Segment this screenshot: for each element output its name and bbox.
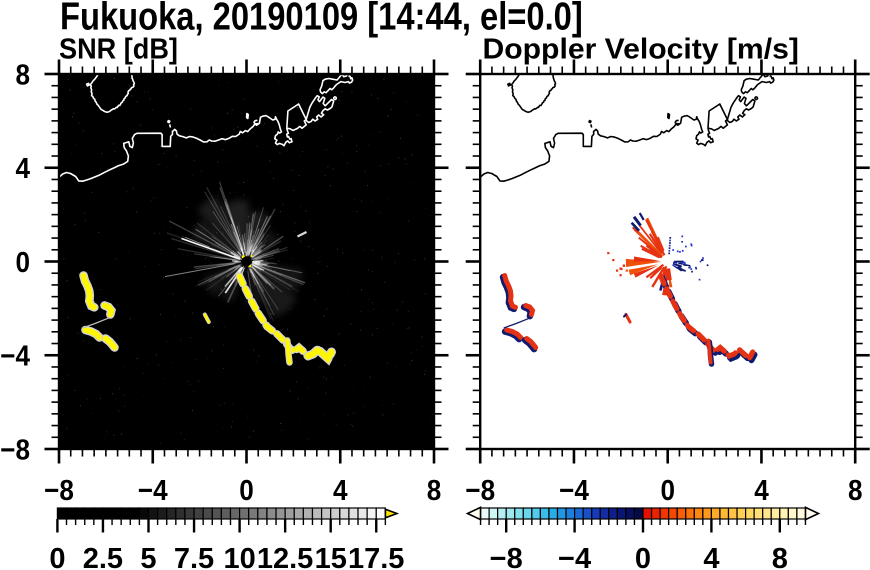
svg-text:Fukuoka, 20190109 [14:44, el=0: Fukuoka, 20190109 [14:44, el=0.0] (60, 0, 583, 38)
svg-text:10: 10 (223, 543, 255, 570)
svg-text:−8: −8 (490, 543, 523, 570)
svg-text:−8: −8 (44, 474, 74, 507)
svg-text:4: 4 (703, 543, 719, 570)
svg-text:−4: −4 (138, 474, 168, 507)
svg-text:8: 8 (848, 474, 863, 507)
svg-text:15: 15 (315, 543, 347, 570)
svg-text:0: 0 (15, 246, 30, 279)
svg-text:4: 4 (333, 474, 348, 507)
svg-text:4: 4 (15, 152, 30, 185)
svg-text:7.5: 7.5 (174, 543, 214, 570)
svg-text:−4: −4 (558, 543, 591, 570)
svg-text:−4: −4 (559, 474, 589, 507)
svg-text:SNR [dB]: SNR [dB] (59, 33, 178, 65)
svg-text:8: 8 (15, 58, 30, 91)
svg-text:8: 8 (772, 543, 788, 570)
svg-text:0: 0 (635, 543, 651, 570)
svg-text:12.5: 12.5 (257, 543, 313, 570)
svg-text:Doppler Velocity [m/s]: Doppler Velocity [m/s] (483, 33, 799, 65)
svg-text:0: 0 (49, 543, 65, 570)
svg-text:−4: −4 (0, 339, 30, 372)
svg-text:0: 0 (660, 474, 675, 507)
svg-text:0: 0 (239, 474, 254, 507)
svg-text:−8: −8 (465, 474, 495, 507)
svg-text:−8: −8 (0, 433, 30, 466)
svg-text:17.5: 17.5 (348, 543, 404, 570)
svg-text:4: 4 (754, 474, 769, 507)
svg-text:5: 5 (140, 543, 156, 570)
svg-text:8: 8 (427, 474, 442, 507)
svg-text:2.5: 2.5 (83, 543, 123, 570)
